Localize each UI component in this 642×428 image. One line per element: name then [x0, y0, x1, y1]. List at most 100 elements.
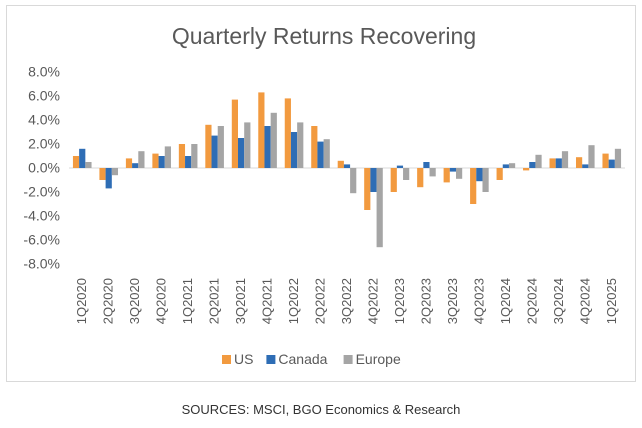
bar-canada	[370, 168, 377, 192]
bar-us	[364, 168, 371, 210]
x-tick-label: 2Q2024	[524, 278, 539, 324]
bar-canada	[449, 168, 456, 172]
bar-us	[125, 158, 133, 168]
chart-title: Quarterly Returns Recovering	[172, 23, 476, 49]
x-tick-label: 2Q2020	[101, 278, 116, 324]
bar-us	[417, 168, 424, 188]
bar-canada	[158, 156, 165, 168]
x-tick-label: 4Q2023	[471, 278, 486, 324]
x-tick-label: 4Q2024	[577, 278, 592, 324]
bar-europe	[403, 168, 410, 180]
bar-europe	[191, 144, 198, 168]
bar-europe	[138, 151, 145, 168]
bar-us	[258, 92, 265, 168]
bar-europe	[323, 139, 330, 168]
legend-swatch-canada	[266, 355, 276, 364]
bar-europe	[456, 168, 463, 179]
bar-canada	[79, 148, 86, 168]
source-note: SOURCES: MSCI, BGO Economics & Research	[181, 402, 461, 417]
x-tick-label: 1Q2021	[180, 278, 195, 324]
bar-us	[470, 168, 477, 204]
y-tick-label: -6.0%	[23, 232, 60, 248]
bar-canada	[290, 132, 298, 168]
bar-us	[390, 168, 397, 192]
bar-canada	[476, 168, 483, 182]
bar-europe	[111, 168, 119, 176]
x-tick-label: 4Q2020	[154, 278, 169, 324]
bar-canada	[423, 162, 430, 168]
bar-us	[284, 98, 291, 168]
x-tick-label: 2Q2023	[418, 278, 433, 324]
bar-us	[602, 153, 609, 168]
x-tick-label: 3Q2023	[445, 278, 460, 324]
x-tick-label: 1Q2022	[286, 278, 301, 324]
x-tick-label: 3Q2024	[551, 278, 566, 324]
x-tick-label: 2Q2021	[207, 278, 222, 324]
bar-canada	[555, 158, 562, 168]
y-tick-label: -8.0%	[23, 256, 60, 272]
chart-frame: Quarterly Returns Recovering 8.0% 6.0% 4.0…	[6, 5, 636, 382]
bar-canada	[185, 156, 192, 168]
x-tick-label: 2Q2022	[313, 278, 328, 324]
bar-canada	[211, 135, 218, 168]
x-tick-label: 1Q2020	[74, 278, 89, 324]
x-tick-label: 3Q2022	[339, 278, 354, 324]
bar-us	[443, 168, 450, 183]
bar-europe	[244, 122, 251, 168]
bar-europe	[508, 163, 516, 168]
y-tick-label: -4.0%	[23, 208, 60, 224]
bar-us	[231, 99, 238, 168]
bar-us	[99, 168, 106, 180]
bar-us	[337, 160, 344, 168]
bar-canada	[264, 126, 271, 168]
chart: Quarterly Returns Recovering 8.0% 6.0% 4.0…	[23, 23, 625, 367]
y-tick-label: 0.0%	[28, 160, 60, 176]
y-tick-label: -2.0%	[23, 184, 60, 200]
bar-canada	[502, 164, 509, 168]
bar-canada	[238, 138, 245, 168]
x-tick-label: 3Q2020	[127, 278, 142, 324]
bar-europe	[429, 168, 436, 177]
y-tick-label: 2.0%	[28, 136, 60, 152]
bar-us	[178, 144, 186, 168]
bar-canada	[529, 162, 536, 168]
bar-europe	[164, 146, 171, 168]
bar-canada	[608, 159, 615, 168]
bar-europe	[217, 126, 224, 168]
bar-europe	[482, 168, 489, 192]
bar-us	[523, 168, 530, 171]
bar-us	[205, 124, 212, 168]
bar-us	[549, 158, 556, 168]
x-tick-label: 3Q2021	[233, 278, 248, 324]
legend-swatch-us	[222, 355, 231, 364]
bar-europe	[588, 145, 595, 168]
bar-canada	[582, 164, 589, 168]
x-tick-label: 4Q2022	[366, 278, 381, 324]
legend-label-canada: Canada	[278, 351, 327, 367]
bar-europe	[535, 154, 542, 168]
bar-canada	[132, 163, 139, 168]
bar-europe	[270, 112, 277, 168]
legend: US Canada Europe	[222, 351, 401, 367]
legend-label-europe: Europe	[356, 351, 401, 367]
bar-us	[152, 153, 159, 168]
bar-us	[311, 126, 318, 168]
legend-swatch-europe	[343, 355, 353, 364]
x-tick-label: 1Q2024	[498, 278, 513, 324]
y-tick-label: 4.0%	[28, 112, 60, 128]
bar-canada	[396, 165, 404, 168]
bar-canada	[317, 141, 324, 168]
y-tick-label: 6.0%	[28, 88, 60, 104]
x-tick-label: 1Q2025	[604, 278, 619, 324]
x-tick-label: 4Q2021	[260, 278, 275, 324]
x-tick-label: 1Q2023	[392, 278, 407, 324]
y-tick-label: 8.0%	[28, 64, 60, 80]
bar-europe	[297, 122, 304, 168]
plot-area: 8.0% 6.0% 4.0% 2.0% 0.0% -2.0% -4.0% -6.0% -8.0%…	[23, 64, 625, 324]
bar-us	[496, 168, 503, 180]
bar-us	[575, 157, 583, 168]
bar-europe	[85, 162, 92, 168]
bar-europe	[376, 168, 383, 248]
bar-us	[72, 156, 80, 168]
bar-canada	[343, 164, 351, 168]
